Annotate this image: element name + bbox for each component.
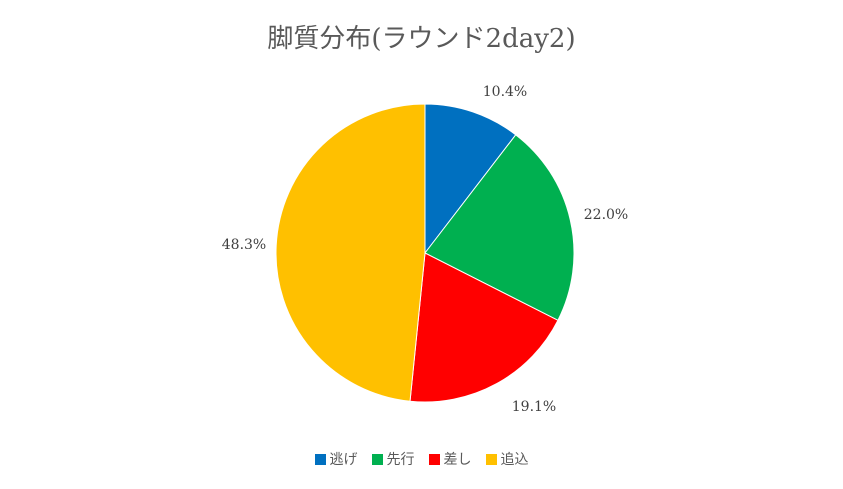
legend-label: 逃げ [329,452,358,468]
pie-slice-4 [275,103,426,402]
pie-slice-1 [424,103,517,255]
chart-title: 脚質分布(ラウンド2day2) [267,24,576,54]
data-label-4: 48.3% [222,237,266,253]
legend-swatch [314,453,326,465]
data-label-3: 19.1% [512,399,556,415]
pie-slice-3 [409,252,559,403]
legend-item-1: 逃げ [314,449,358,469]
pie-data-labels: 10.4% 22.0% 19.1% 48.3% [222,84,628,415]
legend-label: 差し [443,452,472,468]
pie-slice-2 [424,134,575,322]
legend-swatch [428,453,440,465]
legend-swatch [485,453,497,465]
legend-item-4: 追込 [485,449,529,469]
legend: 逃げ 先行 差し 追込 [0,449,843,469]
pie-slices [275,103,575,403]
legend-label: 先行 [386,452,415,468]
legend-item-3: 差し [428,449,472,469]
data-label-1: 10.4% [483,84,527,100]
legend-label: 追込 [500,452,529,468]
legend-item-2: 先行 [371,449,415,469]
legend-swatch [371,453,383,465]
data-label-2: 22.0% [584,207,628,223]
